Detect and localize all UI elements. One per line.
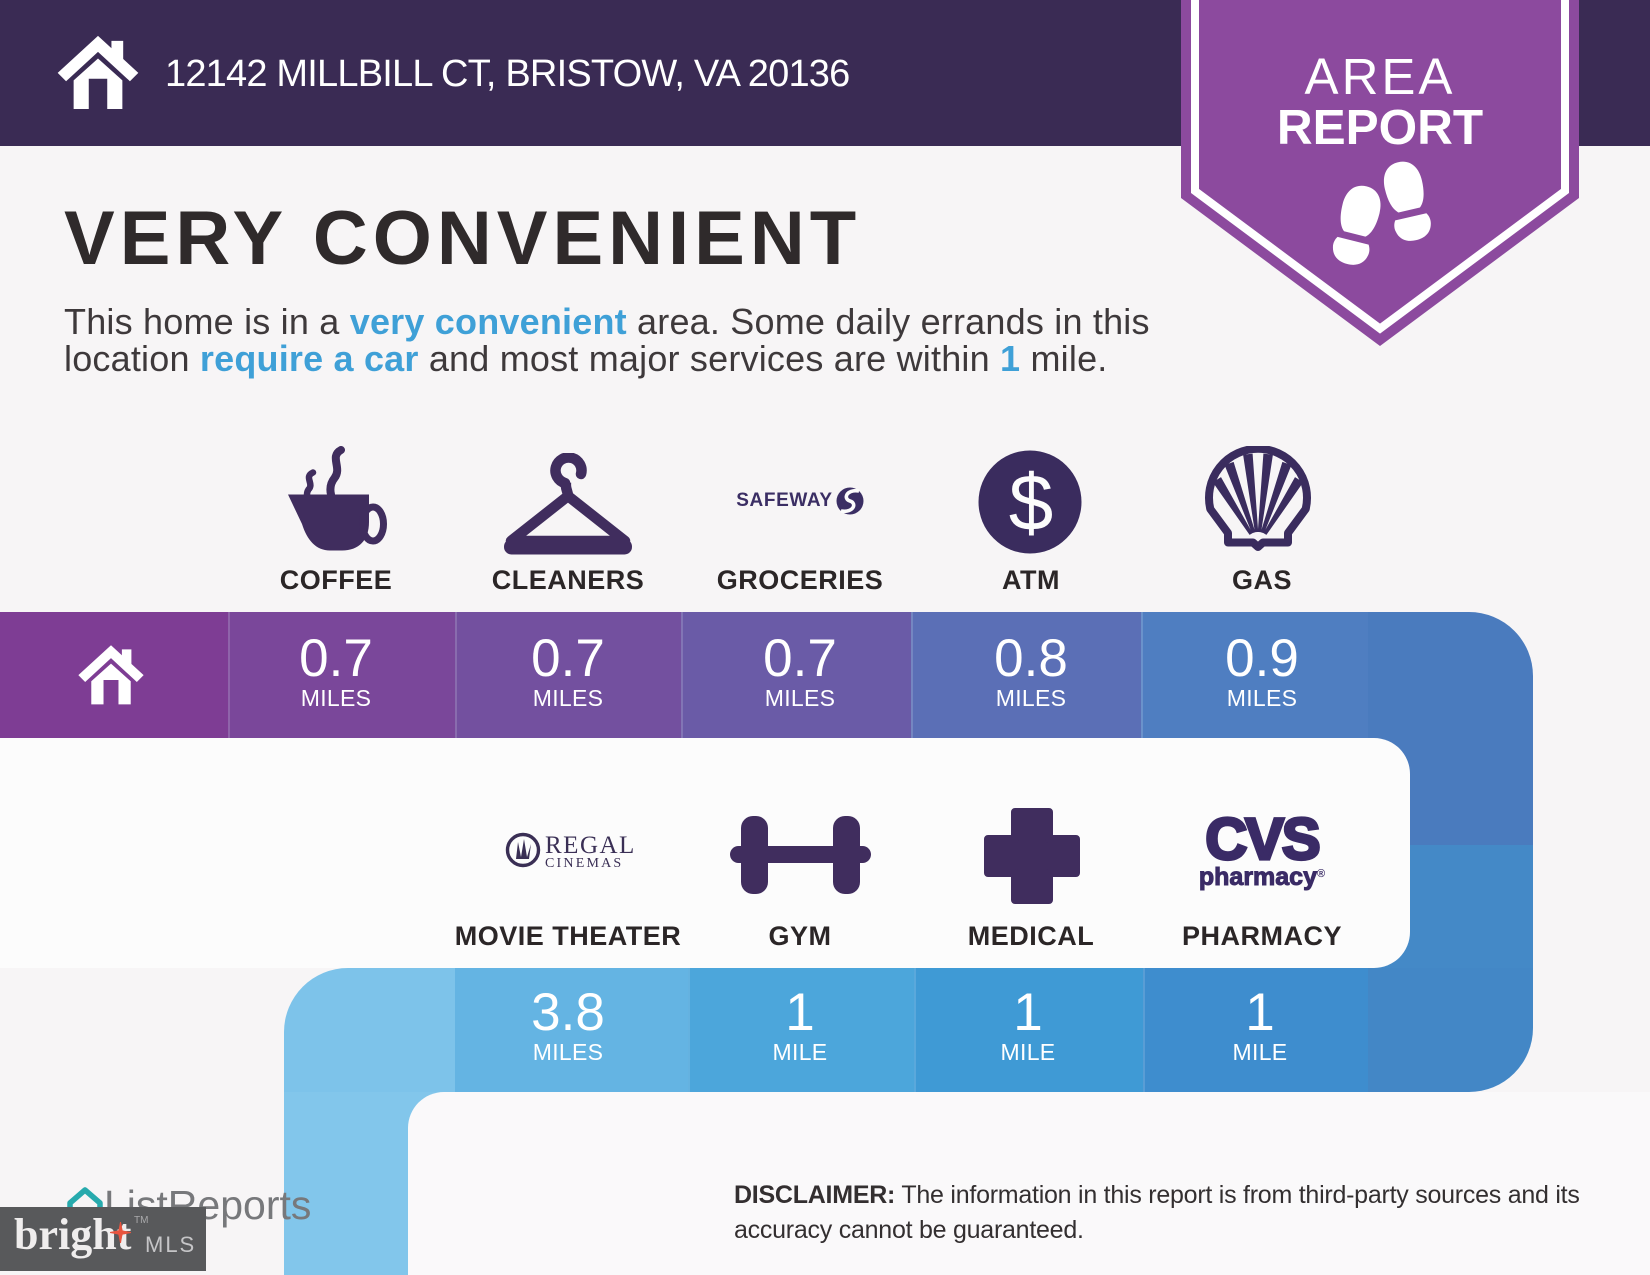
svg-text:REPORT: REPORT	[1277, 100, 1483, 155]
svg-text:AREA: AREA	[1305, 48, 1456, 105]
svg-text:$: $	[1009, 458, 1054, 547]
